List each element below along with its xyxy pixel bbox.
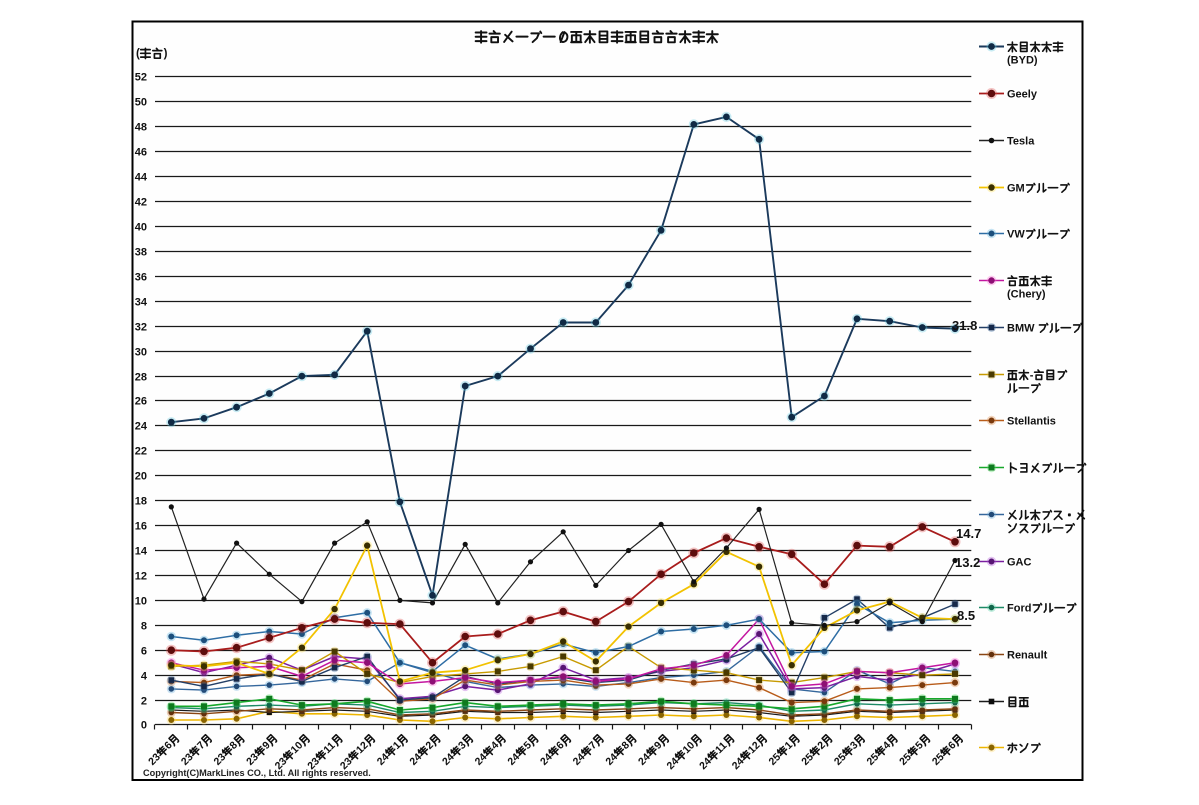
svg-text:36: 36 <box>135 271 147 283</box>
svg-text:-: - <box>1030 369 1034 381</box>
svg-text:): ) <box>164 48 168 60</box>
svg-text:20: 20 <box>135 470 147 482</box>
svg-text:GAC: GAC <box>1007 556 1032 568</box>
svg-text:2: 2 <box>141 695 147 707</box>
svg-text:Renault: Renault <box>1007 649 1048 661</box>
svg-text:46: 46 <box>135 146 147 158</box>
svg-text:Tesla: Tesla <box>1007 135 1035 147</box>
svg-text:(BYD): (BYD) <box>1007 55 1038 67</box>
svg-text:14: 14 <box>135 545 148 557</box>
svg-text:8: 8 <box>141 620 147 632</box>
svg-text:24: 24 <box>135 420 148 432</box>
svg-text:32: 32 <box>135 321 147 333</box>
svg-text:14.7: 14.7 <box>956 526 981 541</box>
svg-text:Geely: Geely <box>1007 88 1038 100</box>
svg-text:22: 22 <box>135 445 147 457</box>
svg-text:Ford: Ford <box>1007 602 1031 614</box>
svg-text:10: 10 <box>135 595 147 607</box>
svg-text:(Chery): (Chery) <box>1007 289 1046 301</box>
svg-text:18: 18 <box>135 495 147 507</box>
svg-text:52: 52 <box>135 71 147 83</box>
svg-text:34: 34 <box>135 296 148 308</box>
svg-text:Stellantis: Stellantis <box>1007 415 1056 427</box>
svg-text:16: 16 <box>135 520 147 532</box>
svg-text:VW: VW <box>1007 228 1025 240</box>
svg-text:48: 48 <box>135 121 147 133</box>
svg-text:13.2: 13.2 <box>955 555 980 570</box>
svg-text:6: 6 <box>141 645 147 657</box>
svg-text:12: 12 <box>135 570 147 582</box>
svg-text:(: ( <box>136 48 140 60</box>
svg-text:31.8: 31.8 <box>952 318 977 333</box>
svg-text:8.5: 8.5 <box>957 608 975 623</box>
svg-text:30: 30 <box>135 346 147 358</box>
svg-text:4: 4 <box>141 670 148 682</box>
svg-text:28: 28 <box>135 371 147 383</box>
svg-text:42: 42 <box>135 196 147 208</box>
svg-text:38: 38 <box>135 246 147 258</box>
svg-text:BMW: BMW <box>1007 322 1035 334</box>
svg-text:40: 40 <box>135 221 147 233</box>
svg-text:GM: GM <box>1007 182 1025 194</box>
svg-text:44: 44 <box>135 171 148 183</box>
svg-text:Copyright(C)MarkLines CO., Ltd: Copyright(C)MarkLines CO., Ltd. All righ… <box>143 768 371 778</box>
svg-text:0: 0 <box>141 719 147 731</box>
svg-text:26: 26 <box>135 395 147 407</box>
svg-text:50: 50 <box>135 96 147 108</box>
